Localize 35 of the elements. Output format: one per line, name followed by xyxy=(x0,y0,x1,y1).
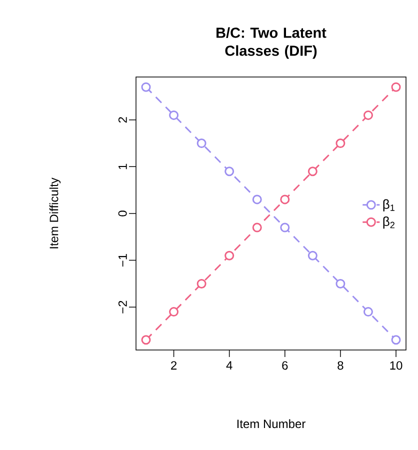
y-tick-label: 0 xyxy=(118,210,127,216)
x-tick-label: 10 xyxy=(390,361,402,370)
x-tick-label: 4 xyxy=(226,361,232,370)
point xyxy=(196,138,206,148)
y-tick-label: 1 xyxy=(118,164,127,170)
point xyxy=(169,110,179,120)
y-tick-label: 2 xyxy=(118,117,127,123)
point xyxy=(280,222,290,232)
point xyxy=(224,166,234,176)
point xyxy=(141,335,151,345)
point xyxy=(252,194,262,204)
y-axis-title: Item Difficulty xyxy=(49,178,61,248)
point xyxy=(336,138,346,148)
point xyxy=(252,222,262,232)
point xyxy=(224,250,234,260)
y-tick-label: −1 xyxy=(118,254,127,267)
x-axis-title: Item Number xyxy=(237,419,306,428)
x-tick-label: 6 xyxy=(282,361,288,370)
x-tick-label: 8 xyxy=(338,361,344,370)
point xyxy=(196,278,206,288)
legend-label: β$_{2}$ xyxy=(383,216,394,229)
point xyxy=(308,250,318,260)
point xyxy=(391,82,401,92)
point xyxy=(363,110,373,120)
point xyxy=(308,166,318,176)
point xyxy=(141,82,151,92)
legend-label: β$_{1}$ xyxy=(383,199,394,212)
point xyxy=(280,194,290,204)
point xyxy=(336,278,346,288)
y-tick-label: −2 xyxy=(118,300,127,314)
point xyxy=(169,307,179,317)
point xyxy=(363,307,373,317)
chart-title: B/C: Two Latent Classes (DIF) xyxy=(216,27,326,59)
x-tick-label: 2 xyxy=(171,361,177,370)
point xyxy=(391,335,401,345)
